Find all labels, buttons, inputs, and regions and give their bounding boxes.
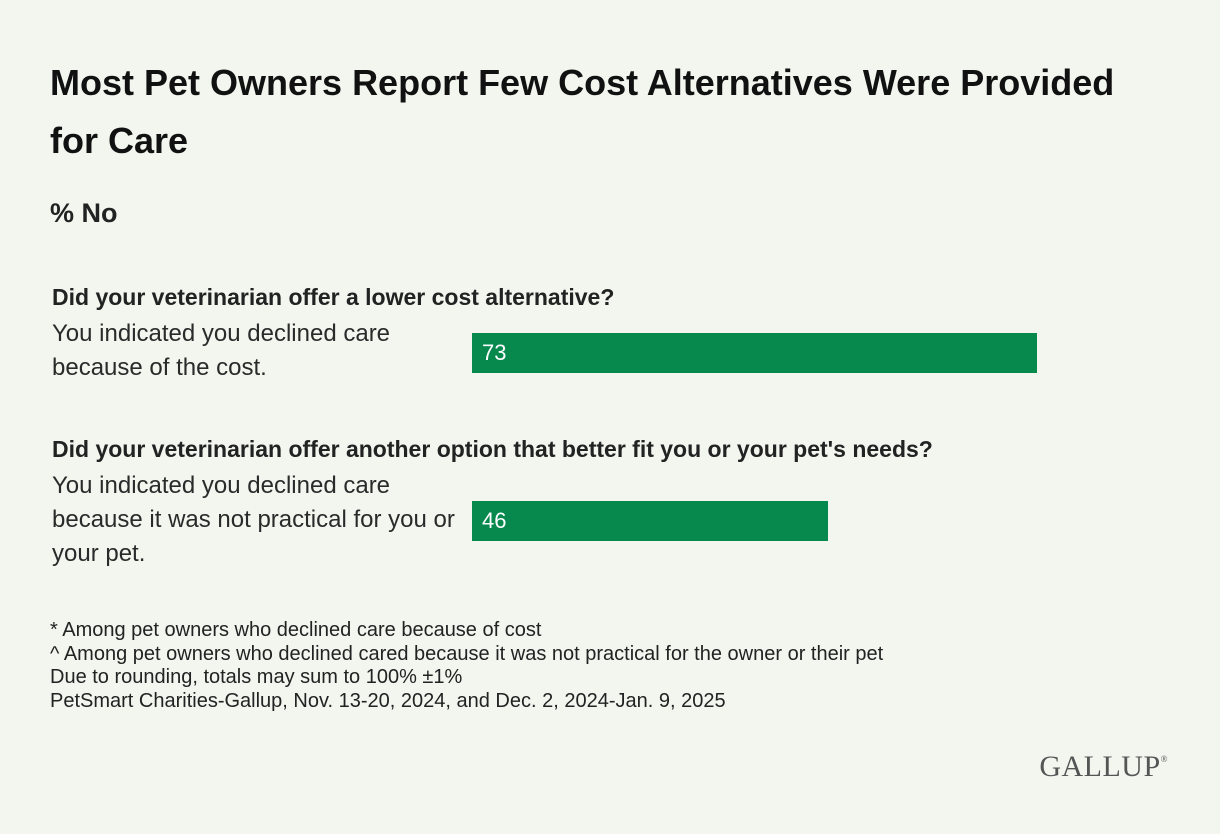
- category-label: You indicated you declined care because …: [52, 320, 391, 381]
- bar: 46: [472, 501, 829, 541]
- source-note: PetSmart Charities-Gallup, Nov. 13-20, 2…: [50, 689, 726, 712]
- footnote: * Among pet owners who declined care bec…: [50, 619, 542, 641]
- footnotes: * Among pet owners who declined care bec…: [50, 619, 883, 713]
- question-group-1: Did your veterinarian offer a lower cost…: [52, 284, 1172, 385]
- question-text: Did your veterinarian offer another opti…: [52, 436, 933, 462]
- chart-subtitle: % No: [50, 198, 118, 228]
- category-label: You indicated you declined care because …: [52, 472, 455, 567]
- bar-value-label: 73: [482, 340, 507, 365]
- bar-value-label: 46: [482, 508, 507, 533]
- chart-title: Most Pet Owners Report Few Cost Alternat…: [50, 62, 1115, 161]
- bar-row: You indicated you declined care because …: [52, 317, 1172, 385]
- logo-text: GALLUP: [1039, 750, 1161, 783]
- registered-mark: ®: [1160, 754, 1168, 764]
- bar: 73: [472, 333, 1038, 373]
- bar-track: 46: [472, 501, 1220, 541]
- bar-row: You indicated you declined care because …: [52, 469, 1172, 571]
- question-text: Did your veterinarian offer a lower cost…: [52, 284, 615, 310]
- question-group-2: Did your veterinarian offer another opti…: [52, 436, 1172, 571]
- bar-track: 73: [472, 333, 1220, 373]
- gallup-logo: GALLUP®: [1039, 750, 1168, 784]
- footnote: Due to rounding, totals may sum to 100% …: [50, 666, 463, 688]
- footnote: ^ Among pet owners who declined cared be…: [50, 642, 884, 665]
